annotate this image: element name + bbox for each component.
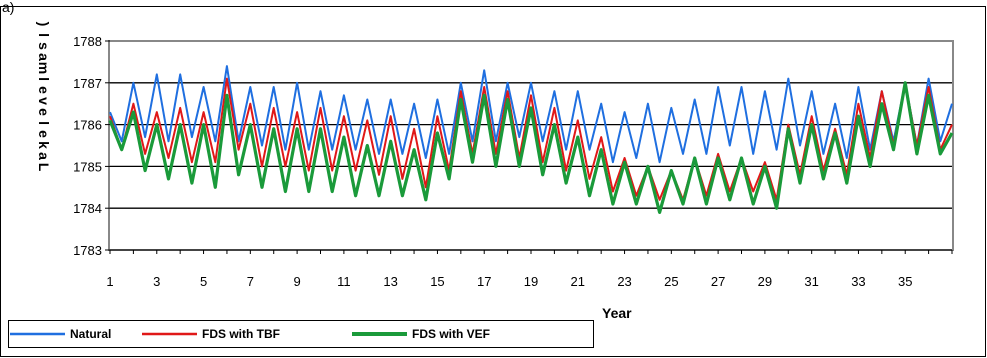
y-axis-title-char: e bbox=[36, 108, 52, 116]
series-line-fds-with-vef bbox=[108, 81, 954, 214]
x-tick-label: 3 bbox=[153, 274, 160, 289]
x-tick-label: 5 bbox=[200, 274, 207, 289]
y-tick-label: 1786 bbox=[73, 118, 102, 133]
y-tick-label: 1788 bbox=[73, 34, 102, 49]
x-tick-label: 17 bbox=[477, 274, 491, 289]
y-tick-label: 1787 bbox=[73, 76, 102, 91]
legend-label: Natural bbox=[70, 327, 111, 341]
x-tick-label: 31 bbox=[804, 274, 818, 289]
y-axis-title-char: k bbox=[36, 141, 52, 149]
x-tick-label: 11 bbox=[337, 274, 351, 289]
x-tick-label: 13 bbox=[383, 274, 397, 289]
x-tick-label: 9 bbox=[293, 274, 300, 289]
y-axis-title-char: a bbox=[36, 53, 52, 61]
legend: Natural FDS with TBF FDS with VEF bbox=[8, 320, 594, 348]
y-tick-label: 1784 bbox=[73, 201, 102, 216]
y-tick-label: 1785 bbox=[73, 159, 102, 174]
y-axis-title-char: a bbox=[36, 152, 52, 160]
y-axis-title-char: m bbox=[36, 62, 52, 74]
x-tick-label: 27 bbox=[711, 274, 725, 289]
y-axis-ticks: 1783 1784 1785 1786 1787 1788 bbox=[73, 34, 110, 258]
legend-label: FDS with TBF bbox=[202, 327, 280, 341]
y-axis-title-char: l bbox=[36, 33, 52, 37]
legend-box bbox=[8, 320, 594, 348]
y-axis-title-char: e bbox=[36, 130, 52, 138]
x-tick-label: 21 bbox=[571, 274, 585, 289]
y-axis-title-char: l bbox=[36, 77, 52, 81]
y-axis-title-char: v bbox=[36, 97, 52, 105]
x-tick-label: 1 bbox=[106, 274, 113, 289]
y-axis-title-char: s bbox=[36, 42, 52, 50]
x-tick-label: 7 bbox=[247, 274, 254, 289]
legend-label: FDS with VEF bbox=[412, 327, 490, 341]
x-tick-label: 19 bbox=[524, 274, 538, 289]
x-tick-label: 15 bbox=[430, 274, 444, 289]
x-tick-label: 33 bbox=[851, 274, 865, 289]
y-axis-title-char: e bbox=[36, 86, 52, 94]
y-axis-title-char: l bbox=[36, 121, 52, 125]
plot-area bbox=[108, 40, 954, 251]
x-tick-label: 35 bbox=[898, 274, 912, 289]
series-lines bbox=[108, 65, 954, 214]
panel-label: a) bbox=[2, 0, 14, 15]
y-axis-title-char: ) bbox=[36, 22, 52, 27]
y-axis-title-char: L bbox=[36, 163, 52, 172]
x-tick-label: 23 bbox=[617, 274, 631, 289]
x-axis-title: Year bbox=[602, 305, 632, 321]
x-tick-label: 29 bbox=[758, 274, 772, 289]
x-tick-label: 25 bbox=[664, 274, 678, 289]
x-axis-ticks: 1 3 5 7 9 11 13 15 17 19 21 23 25 27 29 31 33 35 bbox=[106, 249, 953, 289]
y-tick-label: 1783 bbox=[73, 243, 102, 258]
series-line-natural bbox=[109, 65, 953, 164]
series-line-fds-with-tbf bbox=[109, 77, 953, 201]
